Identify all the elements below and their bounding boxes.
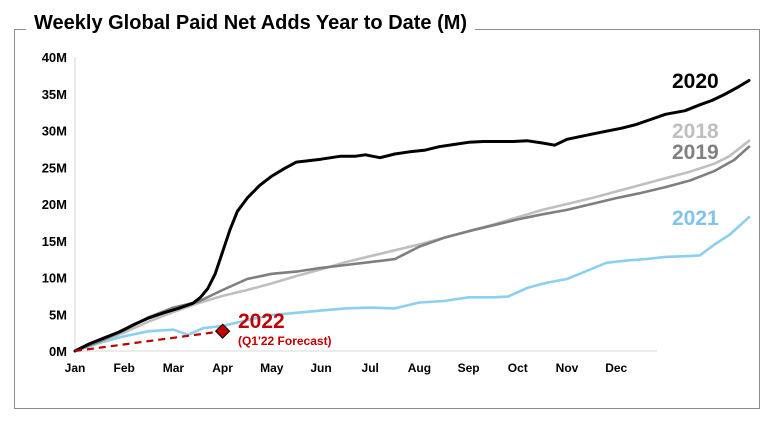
forecast-sublabel: (Q1'22 Forecast) [238, 334, 332, 348]
y-tick-label: 35M [42, 87, 67, 102]
x-tick-label: Sep [458, 361, 480, 375]
series-line-2021 [73, 215, 751, 353]
series-label-2018: 2018 [672, 120, 719, 143]
y-tick-label: 20M [42, 197, 67, 212]
forecast-line-2022 [74, 330, 223, 353]
y-tick-label: 40M [42, 50, 67, 65]
y-tick-label: 30M [42, 124, 67, 139]
chart-title: Weekly Global Paid Net Adds Year to Date… [26, 12, 476, 35]
x-tick-label: Dec [605, 361, 627, 375]
y-tick-label: 25M [42, 160, 67, 175]
x-tick-label: Jan [65, 361, 86, 375]
x-tick-label: Apr [212, 361, 233, 375]
y-tick-label: 10M [42, 271, 67, 286]
series-line-2020 [73, 79, 751, 353]
x-tick-label: Nov [556, 361, 579, 375]
x-tick-label: Oct [508, 361, 528, 375]
series-line-2019 [73, 145, 751, 353]
series-label-2020: 2020 [672, 70, 719, 93]
forecast-label: 2022 [238, 310, 285, 333]
x-tick-label: May [260, 361, 284, 375]
x-tick-label: Aug [408, 361, 431, 375]
forecast-marker [214, 323, 231, 339]
x-tick-label: Jun [310, 361, 331, 375]
series-label-2019: 2019 [672, 141, 719, 164]
x-tick-label: Mar [163, 361, 185, 375]
y-tick-label: 0M [49, 344, 67, 359]
x-tick-label: Jul [362, 361, 379, 375]
series-label-2021: 2021 [672, 207, 719, 230]
x-tick-label: Feb [114, 361, 135, 375]
y-tick-label: 5M [49, 307, 67, 322]
y-tick-label: 15M [42, 234, 67, 249]
series-line-2018 [73, 139, 751, 353]
